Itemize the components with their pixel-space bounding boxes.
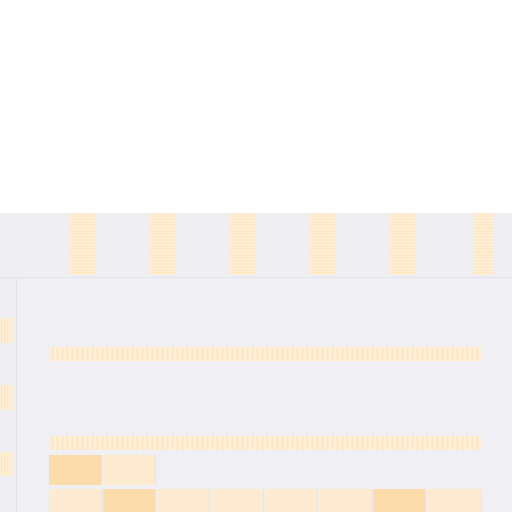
row-header-placeholder[interactable] [0, 385, 13, 410]
column-header-placeholder[interactable] [70, 213, 95, 275]
column-header-placeholder[interactable] [390, 213, 415, 275]
grid-cell-placeholder[interactable] [211, 489, 264, 512]
empty-canvas-area [0, 0, 512, 213]
grid-cell-placeholder[interactable] [157, 489, 210, 512]
row-band-placeholder[interactable] [49, 347, 481, 361]
column-header-bar [0, 213, 512, 278]
grid-cell-placeholder[interactable] [427, 489, 482, 512]
grid-cell-placeholder[interactable] [319, 489, 372, 512]
row-header-placeholder[interactable] [0, 452, 13, 476]
grid-cell-placeholder[interactable] [373, 489, 426, 512]
grid-area [17, 278, 512, 512]
grid-cell-placeholder[interactable] [103, 455, 156, 485]
row-band-placeholder[interactable] [49, 436, 481, 450]
column-header-placeholder[interactable] [150, 213, 175, 275]
grid-cell-placeholder[interactable] [103, 489, 156, 512]
column-header-placeholder[interactable] [230, 213, 255, 275]
column-header-placeholder[interactable] [474, 213, 494, 275]
column-header-placeholder[interactable] [310, 213, 335, 275]
grid-cell-placeholder[interactable] [265, 489, 318, 512]
grid-cell-placeholder[interactable] [49, 455, 102, 485]
row-header-strip [0, 278, 17, 512]
grid-cell-placeholder[interactable] [49, 489, 102, 512]
row-header-placeholder[interactable] [0, 318, 13, 343]
